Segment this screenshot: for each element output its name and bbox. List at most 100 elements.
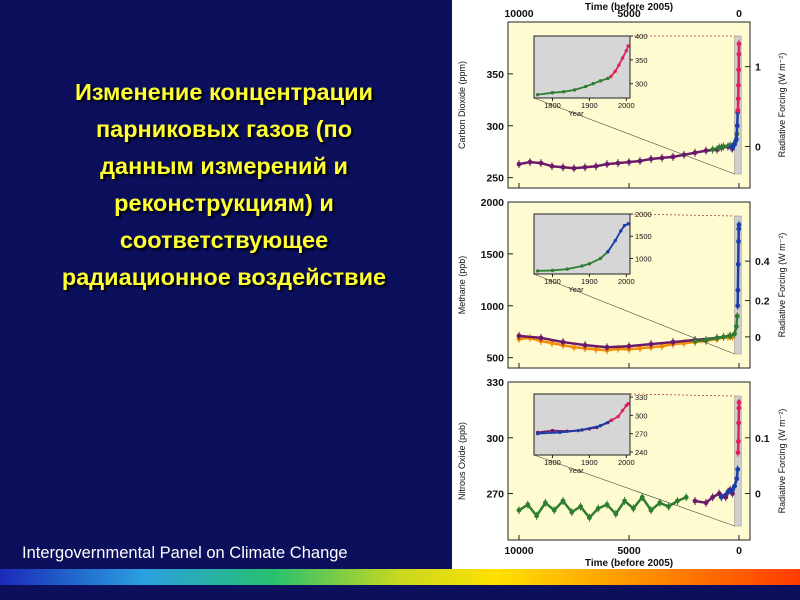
y-tick-label: 1000 — [481, 301, 505, 313]
y-tick-label: 300 — [486, 121, 504, 133]
data-point — [595, 506, 601, 511]
title-line: радиационное воздействие — [61, 264, 387, 290]
y-axis-label: Carbon Dioxide (ppm) — [457, 61, 467, 149]
inset-leader-line — [533, 454, 735, 527]
data-point — [538, 160, 544, 166]
data-point — [670, 339, 676, 345]
data-point — [732, 483, 737, 489]
title-line: соответствующее — [119, 227, 329, 253]
data-point — [543, 500, 548, 506]
time-tick-label: 0 — [736, 8, 742, 20]
data-point — [659, 155, 665, 161]
data-point — [736, 41, 742, 47]
inset-data-point — [626, 44, 630, 48]
rf-axis-label: Radiative Forcing (W m⁻²) — [777, 53, 787, 158]
inset-data-point — [561, 90, 566, 94]
data-point — [703, 500, 709, 506]
inset-x-tick-label: 1900 — [581, 458, 598, 467]
inset-data-point — [576, 428, 581, 433]
data-point — [733, 324, 739, 329]
data-point — [538, 335, 544, 341]
data-point — [736, 82, 741, 88]
data-point — [613, 511, 619, 517]
inset-data-point — [620, 408, 625, 413]
rf-tick-label: 0.2 — [755, 296, 770, 308]
data-point — [631, 506, 636, 511]
data-point — [626, 159, 632, 165]
data-point — [560, 339, 566, 345]
y-tick-label: 350 — [486, 69, 504, 81]
data-point — [725, 489, 731, 495]
inset-data-point — [613, 238, 617, 243]
data-point — [551, 507, 557, 513]
data-point — [637, 345, 643, 351]
data-point — [721, 144, 726, 149]
time-axis-title: Time (before 2005) — [585, 558, 673, 569]
inset-data-point — [626, 222, 630, 226]
inset-y-tick-label: 240 — [635, 448, 648, 457]
data-point — [639, 494, 645, 500]
inset-leader-line — [533, 97, 735, 175]
inset-x-tick-label: 2000 — [618, 101, 635, 110]
data-point — [534, 513, 539, 519]
ghg-figure: Time (before 2005)10000 5000 0250300350Car… — [457, 2, 787, 569]
inset-data-point — [598, 424, 603, 428]
inset-data-point — [535, 269, 540, 273]
rf-tick-label: 0 — [755, 142, 761, 154]
data-point — [736, 222, 742, 228]
inset-data-point — [606, 250, 610, 254]
data-point — [578, 504, 583, 509]
data-point — [516, 333, 522, 339]
rf-axis-label: Radiative Forcing (W m⁻²) — [777, 233, 787, 338]
inset-data-point — [558, 430, 562, 435]
data-point — [736, 400, 742, 405]
data-point — [735, 96, 741, 102]
data-point — [734, 476, 740, 482]
data-point — [727, 333, 733, 339]
inset-y-tick-label: 300 — [635, 411, 648, 420]
inset-x-tick-label: 1900 — [581, 277, 598, 286]
rf-tick-label: 0 — [755, 489, 761, 501]
inset-x-tick-label: 1800 — [544, 458, 561, 467]
inset-data-point — [565, 267, 569, 271]
data-point — [734, 123, 740, 129]
inset-data-point — [622, 223, 627, 228]
title-line: реконструкциям) и — [114, 190, 334, 216]
data-point — [710, 494, 715, 500]
data-point — [716, 145, 722, 150]
inset-x-label: Year — [568, 466, 584, 475]
data-point — [735, 303, 741, 309]
data-point — [648, 341, 654, 347]
rf-tick-label: 0 — [755, 332, 761, 344]
data-point — [716, 491, 722, 496]
data-point — [549, 340, 555, 346]
data-point — [525, 502, 531, 508]
inset-data-point — [591, 81, 595, 86]
data-point — [692, 150, 698, 156]
inset-data-point — [598, 79, 603, 83]
inset-leader-line — [533, 273, 735, 355]
data-point — [736, 51, 742, 57]
figure-panel: Time (before 2005) 10000 5000 0 250 300 350 Car… — [452, 0, 800, 569]
data-point — [692, 338, 698, 344]
data-point — [648, 507, 654, 513]
data-point — [736, 420, 742, 426]
data-point — [692, 498, 698, 504]
bottom-strip — [0, 585, 800, 600]
y-tick-label: 300 — [486, 433, 504, 445]
inset-x-tick-label: 1800 — [544, 277, 561, 286]
data-point — [735, 450, 741, 456]
inset-x-tick-label: 2000 — [618, 458, 635, 467]
data-point — [736, 239, 741, 244]
data-point — [593, 163, 599, 169]
data-point — [733, 136, 739, 142]
inset-leader-line — [629, 393, 735, 397]
data-point — [703, 148, 709, 154]
inset-data-point — [620, 56, 625, 60]
data-point — [569, 509, 575, 515]
rf-tick-label: 1 — [755, 62, 761, 74]
data-point — [587, 515, 592, 521]
inset-x-tick-label: 2000 — [618, 277, 635, 286]
inset-y-tick-label: 400 — [635, 32, 648, 41]
data-point — [604, 161, 610, 167]
